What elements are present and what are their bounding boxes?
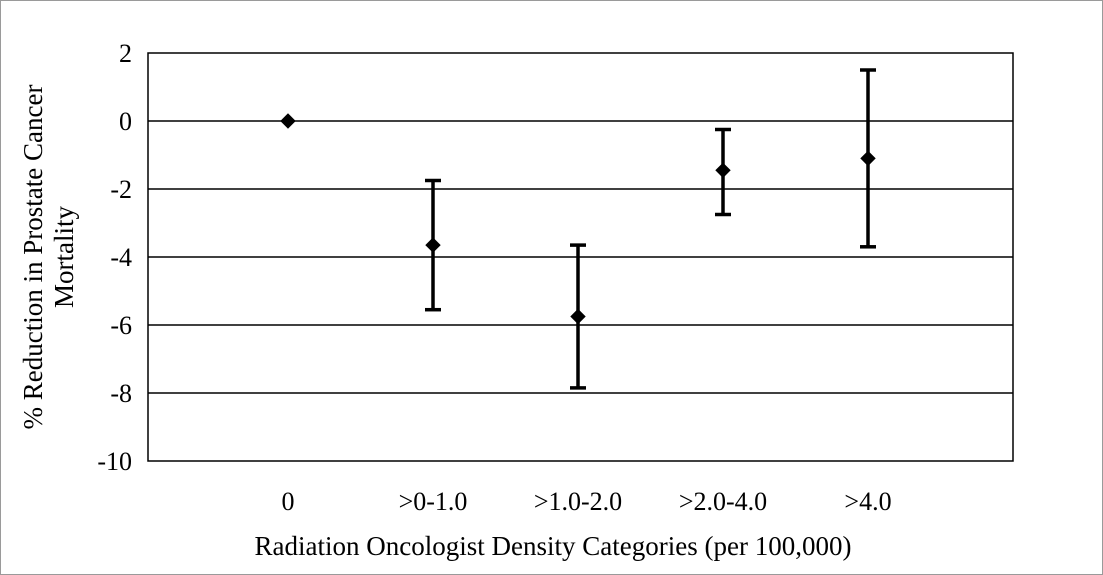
y-tick-labels: 2 0 -2 -4 -6 -8 -10: [97, 39, 132, 476]
gridlines: [148, 120, 1013, 394]
x-tick-label: >1.0-2.0: [534, 487, 622, 516]
error-bars: [425, 68, 876, 390]
y-axis-title-line-1: % Reduction in Prostate Cancer: [18, 85, 48, 430]
data-markers: [280, 113, 876, 325]
x-tick-label: 0: [282, 487, 295, 516]
data-point-marker: [280, 113, 296, 129]
y-tick-label: -4: [110, 243, 132, 272]
data-point-marker: [715, 162, 731, 179]
data-point-marker: [570, 308, 586, 325]
y-tick-label: -6: [110, 311, 132, 340]
y-tick-label: 0: [119, 107, 132, 136]
data-point-marker: [425, 237, 441, 253]
y-tick-label: -2: [110, 175, 132, 204]
y-tick-label: -8: [110, 379, 132, 408]
y-tick-label: -10: [97, 447, 132, 476]
plot-area: [147, 52, 1014, 462]
y-tick-label: 2: [119, 39, 132, 68]
y-axis-title-line-2: Mortality: [49, 206, 79, 308]
x-tick-labels: 0 >0-1.0 >1.0-2.0 >2.0-4.0 >4.0: [282, 487, 892, 516]
x-tick-label: >0-1.0: [399, 487, 468, 516]
x-tick-label: >2.0-4.0: [679, 487, 767, 516]
data-point-marker: [860, 150, 876, 167]
x-axis-title: Radiation Oncologist Density Categories …: [255, 531, 852, 561]
x-tick-label: >4.0: [844, 487, 891, 516]
